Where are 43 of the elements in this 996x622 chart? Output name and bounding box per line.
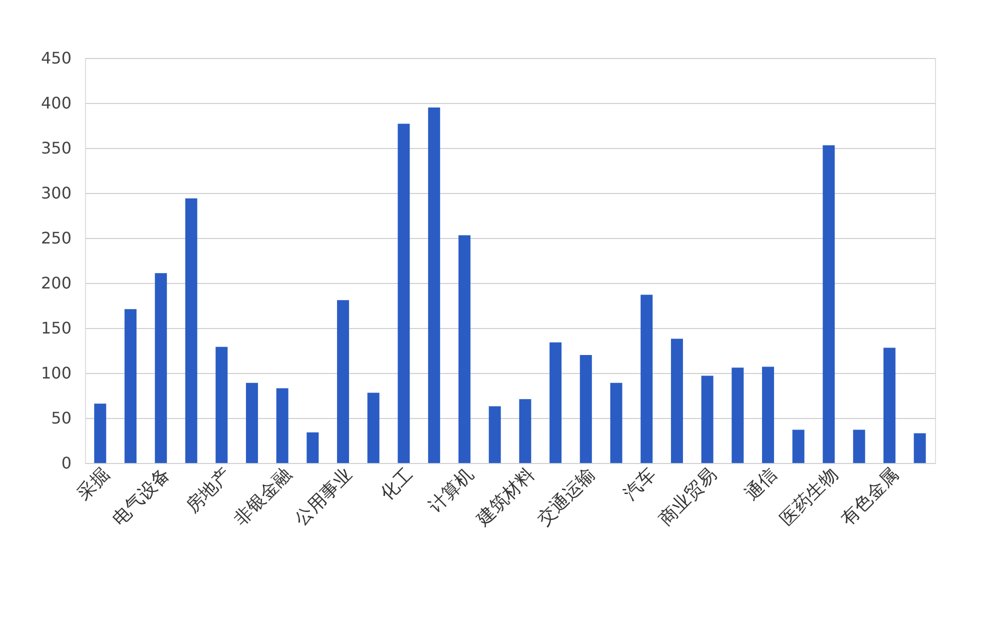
bar <box>762 366 774 463</box>
bar <box>428 108 440 463</box>
x-tick-label: 采掘 <box>73 464 114 504</box>
bar <box>550 342 562 463</box>
x-tick-label: 交通运输 <box>534 464 600 530</box>
bar <box>610 382 622 463</box>
y-tick-label: 250 <box>40 228 72 248</box>
bar <box>276 388 288 463</box>
x-tick-label: 化工 <box>376 464 418 504</box>
y-tick-label: 150 <box>40 318 72 338</box>
bar <box>398 124 410 463</box>
bar <box>367 392 380 463</box>
bar <box>488 406 501 463</box>
bar <box>458 235 470 463</box>
bar <box>732 368 744 463</box>
bar <box>94 404 106 463</box>
bar <box>306 432 319 463</box>
y-tick-label: 300 <box>40 184 72 202</box>
bar <box>185 198 198 463</box>
bar <box>792 430 804 463</box>
bar <box>822 145 835 463</box>
y-tick-label: 450 <box>40 48 72 68</box>
y-tick-label: 400 <box>40 94 72 112</box>
bar <box>640 294 653 463</box>
bar <box>914 433 926 463</box>
bar <box>883 348 896 463</box>
bar <box>519 399 532 463</box>
x-tick-label: 有色金属 <box>837 464 903 530</box>
bar <box>670 338 683 463</box>
bar <box>337 300 350 463</box>
y-tick-label: 50 <box>51 408 72 428</box>
bar <box>701 376 714 463</box>
y-tick-label: 350 <box>40 138 72 158</box>
bar <box>124 309 137 463</box>
y-tick-label: 0 <box>61 454 72 472</box>
y-tick-label: 100 <box>40 364 72 382</box>
bar <box>246 382 258 463</box>
y-tick-label: 200 <box>40 274 72 292</box>
bar <box>580 355 592 463</box>
bar <box>154 273 167 463</box>
bar <box>853 430 866 463</box>
bar <box>216 346 228 463</box>
x-tick-label: 通信 <box>741 464 782 504</box>
